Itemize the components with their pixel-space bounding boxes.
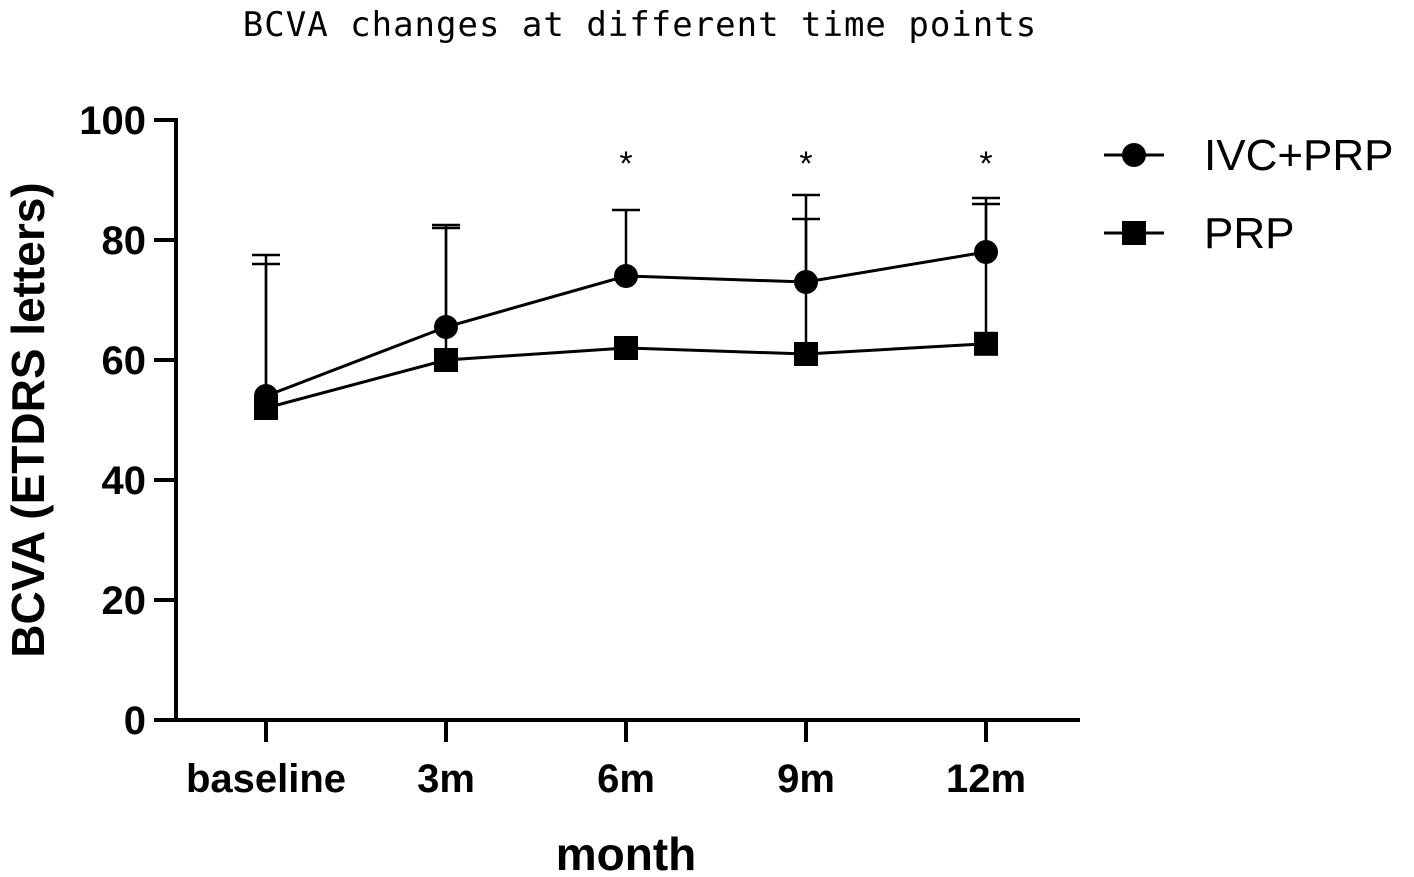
- data-point-square: [794, 342, 818, 366]
- x-tick-label: 6m: [597, 757, 655, 801]
- significance-star: *: [979, 145, 992, 183]
- y-axis-title: BCVA (ETDRS letters): [2, 182, 54, 657]
- legend-label: PRP: [1204, 209, 1294, 258]
- significance-star: *: [619, 145, 632, 183]
- data-point-circle: [974, 240, 998, 264]
- legend-marker-square: [1122, 221, 1146, 245]
- data-point-square: [614, 336, 638, 360]
- legend-label: IVC+PRP: [1204, 131, 1394, 180]
- x-tick-label: 9m: [777, 757, 835, 801]
- legend: IVC+PRP PRP: [1104, 131, 1394, 258]
- y-tick-label: 20: [102, 579, 147, 623]
- series-markers: [254, 240, 998, 420]
- x-tick-label: baseline: [186, 757, 346, 801]
- x-axis-title: month: [556, 828, 697, 877]
- x-tick-label: 12m: [946, 757, 1026, 801]
- y-tick-label: 100: [79, 99, 146, 143]
- data-point-circle: [794, 270, 818, 294]
- y-tick-label: 80: [102, 219, 147, 263]
- chart-title: BCVA changes at different time points: [243, 5, 1037, 45]
- data-point-square: [974, 331, 998, 356]
- data-point-circle: [614, 264, 638, 288]
- legend-marker-circle: [1122, 143, 1146, 167]
- data-point-square: [434, 348, 458, 372]
- significance-annotations: * * *: [619, 145, 992, 183]
- y-tick-label: 60: [102, 339, 147, 383]
- significance-star: *: [799, 145, 812, 183]
- data-point-circle: [434, 315, 458, 339]
- y-tick-label: 0: [124, 699, 146, 743]
- y-tick-label: 40: [102, 459, 147, 503]
- x-tick-label: 3m: [417, 757, 475, 801]
- error-bars: [252, 193, 1000, 408]
- axes: 0 20 40 60 80 100 baseline 3m 6m 9m 12m: [79, 99, 1080, 801]
- data-point-square: [254, 396, 278, 420]
